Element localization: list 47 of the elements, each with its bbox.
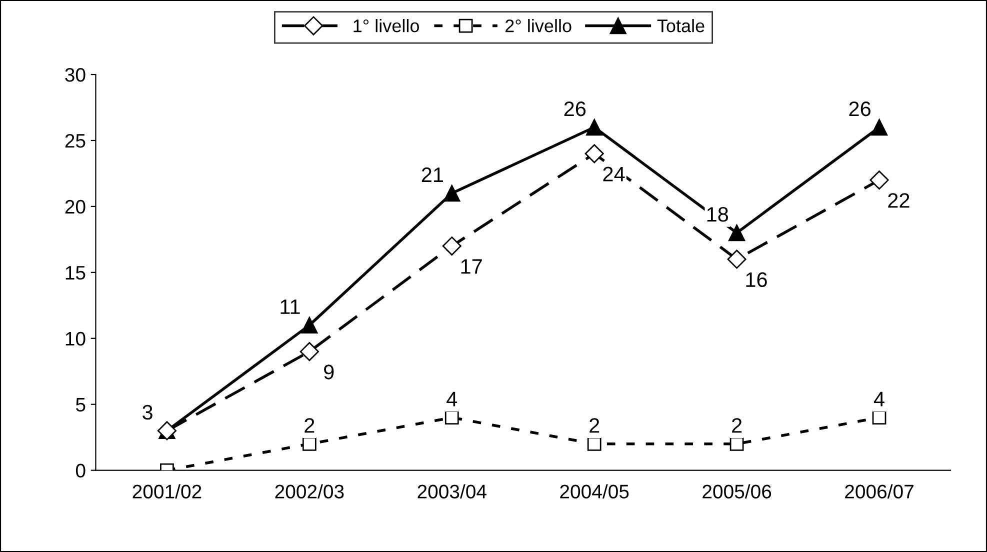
y-tick-label: 0 [76,464,86,478]
data-label: 9 [324,364,334,380]
x-tick-label: 2003/04 [418,484,486,498]
data-label: 21 [422,167,444,182]
data-label: 2 [732,418,742,433]
data-label: 2 [590,418,600,433]
y-tick-label: 10 [66,332,86,346]
data-label: 2 [304,418,314,433]
point [727,250,746,269]
point [870,118,888,136]
x-tick-label: 2004/05 [560,484,629,498]
point [587,436,602,451]
point [872,410,886,424]
y-tick-label: 25 [65,134,86,148]
data-label: 26 [564,101,586,116]
data-label: 22 [888,193,910,208]
data-label: 26 [849,101,870,116]
legend-label: 2° livello [506,19,572,32]
y-tick-label: 20 [65,200,86,214]
y-tick-label: 30 [65,68,86,82]
x-tick-label: 2005/06 [702,484,772,498]
data-label: 18 [707,207,728,222]
legend-label: Totale [657,19,704,32]
y-tick-label: 15 [66,266,86,280]
point [728,224,746,242]
data-label: 16 [746,272,767,288]
data-label: 17 [461,259,482,274]
data-label: 4 [446,392,458,406]
data-label: 4 [874,392,884,406]
data-label: 11 [280,300,300,314]
point [301,316,318,334]
point [730,436,744,451]
data-label: 24 [603,166,625,182]
point [586,118,603,136]
data-label: 3 [142,404,152,420]
point [442,236,462,256]
point [302,436,316,451]
point [444,184,460,202]
point [444,410,459,424]
point [584,144,604,164]
x-tick-label: 2001/02 [132,484,202,498]
point [300,342,319,362]
x-tick-label: 2006/07 [845,484,914,498]
legend-label: 1° livello [354,19,420,32]
point [870,170,889,190]
x-tick-label: 2002/03 [275,484,344,498]
y-tick-label: 5 [76,398,86,412]
